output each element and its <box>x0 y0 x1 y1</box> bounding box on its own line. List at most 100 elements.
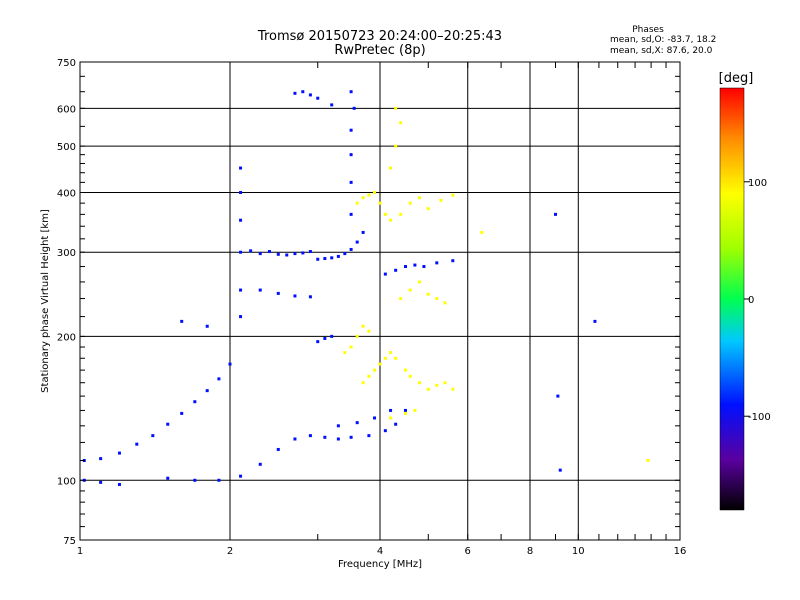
data-point <box>553 212 557 216</box>
data-point <box>394 356 398 360</box>
data-point <box>323 257 327 261</box>
data-point <box>383 429 387 433</box>
data-point <box>135 442 139 446</box>
data-point <box>417 381 421 385</box>
data-point <box>373 368 377 372</box>
data-point <box>258 462 262 466</box>
data-point <box>276 252 280 256</box>
x-tick-label: 2 <box>227 546 233 557</box>
data-point <box>443 301 447 305</box>
data-point <box>293 294 297 298</box>
data-point <box>349 180 353 184</box>
data-point <box>352 106 356 110</box>
data-point <box>239 474 243 478</box>
data-point <box>451 259 455 263</box>
data-point <box>417 196 421 200</box>
data-point <box>646 458 650 462</box>
data-point <box>301 90 305 94</box>
y-tick-label: 100 <box>57 476 76 487</box>
data-point <box>435 261 439 265</box>
data-point <box>367 329 371 333</box>
data-point <box>361 230 365 234</box>
data-point <box>417 280 421 284</box>
data-points <box>82 90 650 486</box>
data-point <box>258 252 262 256</box>
data-point <box>451 193 455 197</box>
data-point <box>558 468 562 472</box>
data-point <box>373 416 377 420</box>
x-tick-label: 8 <box>527 546 533 557</box>
y-tick-label: 75 <box>63 536 76 547</box>
y-tick-label: 400 <box>57 188 76 199</box>
data-point <box>389 218 393 222</box>
data-point <box>389 351 393 355</box>
colorbar-tick-label: -100 <box>748 412 771 423</box>
data-point <box>361 381 365 385</box>
data-point <box>389 166 393 170</box>
y-tick-label: 750 <box>57 58 76 69</box>
data-point <box>349 153 353 157</box>
data-point <box>394 422 398 426</box>
data-point <box>316 257 320 261</box>
data-point <box>413 408 417 412</box>
x-tick-label: 6 <box>465 546 471 557</box>
data-point <box>443 381 447 385</box>
data-point <box>239 288 243 292</box>
data-point <box>349 345 353 349</box>
data-point <box>99 480 103 484</box>
data-point <box>205 389 209 393</box>
data-point <box>426 387 430 391</box>
data-point <box>151 434 155 438</box>
data-point <box>180 411 184 415</box>
y-axis: 75 100 200 300 400 500 600 750 <box>57 58 680 547</box>
data-point <box>378 201 382 205</box>
data-point <box>556 394 560 398</box>
stats-line-o: mean, sd,O: -83.7, 18.2 <box>610 35 716 45</box>
data-point <box>316 96 320 100</box>
data-point <box>293 437 297 441</box>
data-point <box>205 324 209 328</box>
stats-line-x: mean, sd,X: 87.6, 20.0 <box>610 46 713 56</box>
data-point <box>399 212 403 216</box>
data-point <box>394 144 398 148</box>
chart-title: Tromsø 20150723 20:24:00–20:25:43 <box>257 29 502 44</box>
data-point <box>336 437 340 441</box>
data-point <box>117 482 121 486</box>
data-point <box>403 265 407 269</box>
data-point <box>193 478 197 482</box>
colorbar-tick-label: 100 <box>748 178 767 189</box>
data-point <box>293 252 297 256</box>
data-point <box>367 434 371 438</box>
colorbar-tick-label: 0 <box>748 295 754 306</box>
data-point <box>323 336 327 340</box>
data-point <box>383 356 387 360</box>
data-point <box>239 250 243 254</box>
data-point <box>426 292 430 296</box>
data-point <box>180 319 184 323</box>
data-point <box>239 166 243 170</box>
data-point <box>593 319 597 323</box>
data-point <box>217 377 221 381</box>
data-point <box>285 253 289 257</box>
data-point <box>343 351 347 355</box>
data-point <box>355 240 359 244</box>
data-point <box>308 250 312 254</box>
data-point <box>383 212 387 216</box>
data-point <box>343 252 347 256</box>
data-point <box>323 435 327 439</box>
colorbar-label: [deg] <box>719 71 754 86</box>
x-tick-label: 16 <box>674 546 687 557</box>
data-point <box>330 334 334 338</box>
data-point <box>217 478 221 482</box>
data-point <box>373 190 377 194</box>
data-point <box>399 121 403 125</box>
data-point <box>480 230 484 234</box>
data-point <box>426 207 430 211</box>
data-point <box>166 476 170 480</box>
data-point <box>361 324 365 328</box>
data-point <box>403 411 407 415</box>
data-point <box>451 387 455 391</box>
data-point <box>308 93 312 97</box>
data-point <box>439 198 443 202</box>
data-point <box>378 362 382 366</box>
